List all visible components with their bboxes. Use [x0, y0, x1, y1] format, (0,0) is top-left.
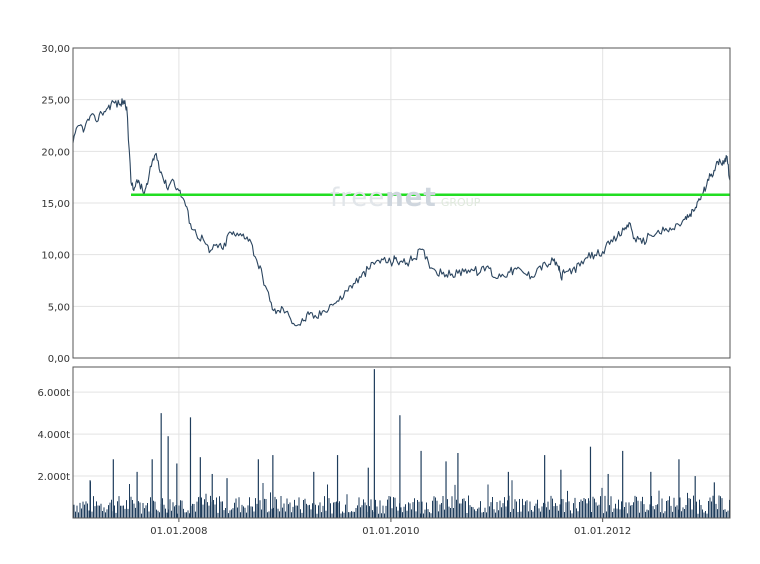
price-panel-frame: [72, 47, 731, 359]
freenet-watermark: freenet GROUP: [330, 183, 480, 213]
price-y-tick-label: 15,00: [41, 199, 70, 210]
price-y-tick-label: 20,00: [41, 147, 70, 158]
price-y-tick-label: 5,00: [48, 302, 70, 313]
x-tick-label: 01.01.2010: [362, 526, 419, 537]
watermark-part-3: GROUP: [440, 196, 481, 209]
volume-grid: [73, 367, 730, 518]
x-axis-ticks: 01.01.2008 01.01.2010 01.01.2012: [150, 518, 631, 537]
volume-y-ticks: 2.000t 4.000t 6.000t: [37, 388, 70, 483]
price-y-tick-label: 10,00: [41, 251, 70, 262]
x-tick-label: 01.01.2012: [574, 526, 631, 537]
price-series-line: [72, 98, 731, 327]
volume-y-tick-label: 4.000t: [37, 430, 70, 441]
watermark-part-1: free: [330, 183, 386, 213]
price-lines: [72, 98, 731, 327]
x-tick-label: 01.01.2008: [150, 526, 207, 537]
volume-bars: [73, 369, 730, 518]
watermark-part-2: net: [385, 183, 437, 213]
price-y-tick-label: 30,00: [41, 44, 70, 55]
volume-panel-frame: [72, 366, 731, 519]
volume-y-tick-label: 6.000t: [37, 388, 70, 399]
price-y-ticks: 0,00 5,00 10,00 15,00 20,00 25,00 30,00: [41, 44, 70, 365]
volume-y-tick-label: 2.000t: [37, 472, 70, 483]
price-y-tick-label: 25,00: [41, 96, 70, 107]
price-y-tick-label: 0,00: [48, 354, 70, 365]
